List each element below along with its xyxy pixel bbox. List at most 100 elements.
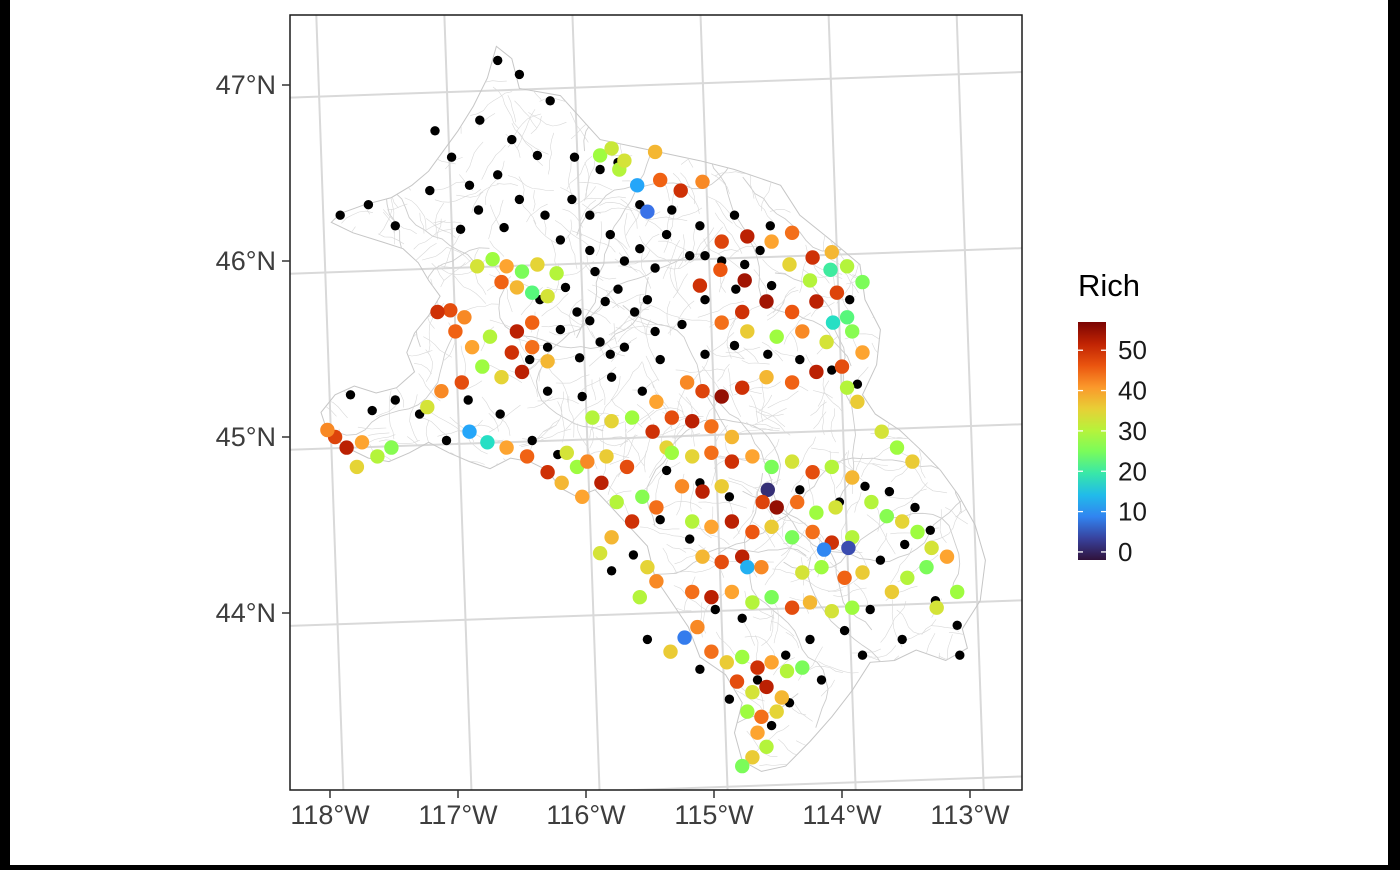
sample-point xyxy=(724,454,740,469)
sample-point xyxy=(795,324,810,339)
sample-point-na xyxy=(637,386,647,396)
sample-point xyxy=(784,600,800,615)
sample-point xyxy=(692,278,708,293)
sample-point xyxy=(704,419,719,434)
sample-point xyxy=(554,475,569,490)
sample-point-na xyxy=(857,650,868,660)
sample-point xyxy=(632,590,647,605)
sample-point xyxy=(900,570,915,585)
sample-point xyxy=(759,679,774,695)
sample-point xyxy=(864,494,879,510)
sample-point xyxy=(695,484,710,499)
legend: Rich 50 40 30 20 10 0 xyxy=(1078,268,1147,567)
sample-point xyxy=(685,514,700,529)
sample-point-na xyxy=(860,481,870,491)
sample-point-na xyxy=(897,634,907,645)
sample-point xyxy=(764,459,779,475)
sample-point-na xyxy=(650,263,660,273)
sample-point-na xyxy=(827,365,837,375)
sample-point xyxy=(454,375,469,390)
sample-point-na xyxy=(367,405,377,416)
sample-point-na xyxy=(695,664,705,674)
sample-point xyxy=(845,600,860,615)
sample-point xyxy=(339,440,354,455)
sample-point xyxy=(663,644,678,659)
sample-point-na xyxy=(560,282,571,293)
sample-point xyxy=(714,479,729,494)
sample-point xyxy=(690,619,705,635)
sample-point-na xyxy=(425,185,435,196)
sample-point xyxy=(874,424,889,439)
sample-point xyxy=(939,549,955,564)
sample-point xyxy=(779,663,795,679)
sample-point xyxy=(420,399,435,415)
sample-point xyxy=(714,315,729,330)
sample-point xyxy=(802,273,818,288)
legend-tick-label: 30 xyxy=(1118,416,1147,446)
sample-point-na xyxy=(805,634,815,645)
sample-point-na xyxy=(495,409,505,419)
sample-point xyxy=(729,674,745,689)
sample-point-na xyxy=(781,650,791,660)
sample-point-na xyxy=(363,200,374,210)
sample-point xyxy=(714,234,729,249)
sample-point xyxy=(624,410,640,425)
sample-point xyxy=(457,310,472,325)
sample-point xyxy=(525,340,540,355)
plot-panel xyxy=(290,15,1022,790)
sample-point xyxy=(482,329,498,344)
sample-point xyxy=(759,739,774,754)
sample-point xyxy=(685,449,700,464)
sample-point-na xyxy=(642,295,653,305)
sample-point-na xyxy=(532,150,543,161)
sample-point xyxy=(802,595,818,610)
sample-point-na xyxy=(463,395,473,405)
sample-point-na xyxy=(729,210,740,220)
y-tick-label: 45°N xyxy=(216,422,276,452)
sample-point xyxy=(760,482,775,497)
sample-point-na xyxy=(335,210,345,220)
sample-point-na xyxy=(766,720,777,731)
sample-point xyxy=(839,310,855,325)
sample-point xyxy=(805,524,820,540)
sample-point xyxy=(649,394,664,409)
sample-point xyxy=(695,549,710,564)
sample-point-na xyxy=(590,266,600,277)
sample-point-na xyxy=(525,354,535,365)
sample-point-na xyxy=(695,221,705,231)
sample-point xyxy=(824,245,839,260)
sample-point-na xyxy=(475,115,485,125)
sample-point xyxy=(434,384,449,399)
sample-point-na xyxy=(555,235,566,245)
sample-point xyxy=(695,174,710,189)
sample-point xyxy=(653,172,668,188)
sample-point-na xyxy=(724,694,735,704)
sample-point xyxy=(462,424,477,439)
sample-point xyxy=(809,505,824,520)
sample-point-na xyxy=(737,613,747,623)
sample-point-na xyxy=(619,256,630,266)
sample-point xyxy=(795,565,810,580)
axes: 118°W 117°W 116°W 115°W 114°W 113°W 47°N 46°N 45… xyxy=(216,70,1011,830)
sample-point-na xyxy=(740,259,750,270)
sample-point-na xyxy=(619,342,630,352)
sample-point xyxy=(514,364,530,380)
sample-point xyxy=(540,465,555,480)
sample-point-na xyxy=(595,164,605,175)
sample-point xyxy=(470,259,485,274)
sample-point-na xyxy=(865,604,875,615)
sample-point xyxy=(816,542,832,557)
y-tick-label: 47°N xyxy=(216,70,276,100)
sample-point xyxy=(714,554,729,570)
sample-point xyxy=(929,600,944,615)
sample-point xyxy=(664,410,679,425)
sample-point-na xyxy=(755,245,765,256)
sample-point xyxy=(514,264,530,279)
sample-point xyxy=(640,204,655,219)
sample-point-na xyxy=(390,395,400,405)
sample-point xyxy=(740,704,755,719)
sample-point xyxy=(754,709,769,724)
sample-point xyxy=(320,422,335,438)
sample-point xyxy=(784,375,800,390)
sample-point xyxy=(769,704,784,719)
